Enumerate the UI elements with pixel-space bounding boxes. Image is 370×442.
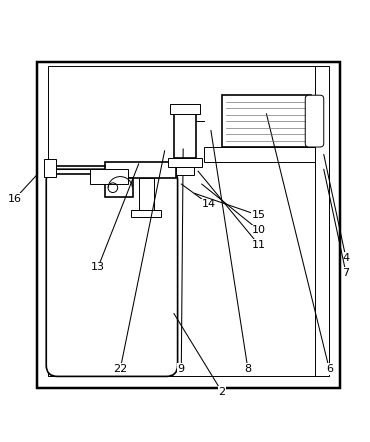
- Bar: [105, 179, 133, 197]
- Text: 2: 2: [218, 387, 226, 397]
- Bar: [105, 162, 176, 179]
- Bar: [174, 114, 196, 158]
- Bar: [44, 159, 56, 177]
- Bar: [176, 167, 194, 175]
- Text: 11: 11: [252, 240, 266, 250]
- Bar: [170, 104, 200, 114]
- Text: 10: 10: [252, 225, 266, 235]
- Text: 16: 16: [8, 194, 22, 204]
- FancyBboxPatch shape: [305, 95, 324, 147]
- Bar: [90, 169, 128, 184]
- Bar: [139, 179, 154, 212]
- Text: 13: 13: [91, 262, 105, 272]
- Text: 22: 22: [113, 364, 127, 374]
- Bar: [168, 158, 202, 168]
- Text: 7: 7: [342, 268, 350, 278]
- Bar: [131, 210, 161, 217]
- Bar: [48, 65, 329, 377]
- Text: 4: 4: [342, 253, 350, 263]
- Text: 8: 8: [244, 364, 252, 374]
- Bar: [204, 147, 314, 162]
- Text: 14: 14: [202, 199, 216, 210]
- Text: 9: 9: [178, 364, 185, 374]
- FancyBboxPatch shape: [46, 169, 178, 377]
- Text: 6: 6: [326, 364, 333, 374]
- Bar: [37, 62, 340, 388]
- Bar: [222, 95, 311, 147]
- Text: 15: 15: [252, 210, 266, 221]
